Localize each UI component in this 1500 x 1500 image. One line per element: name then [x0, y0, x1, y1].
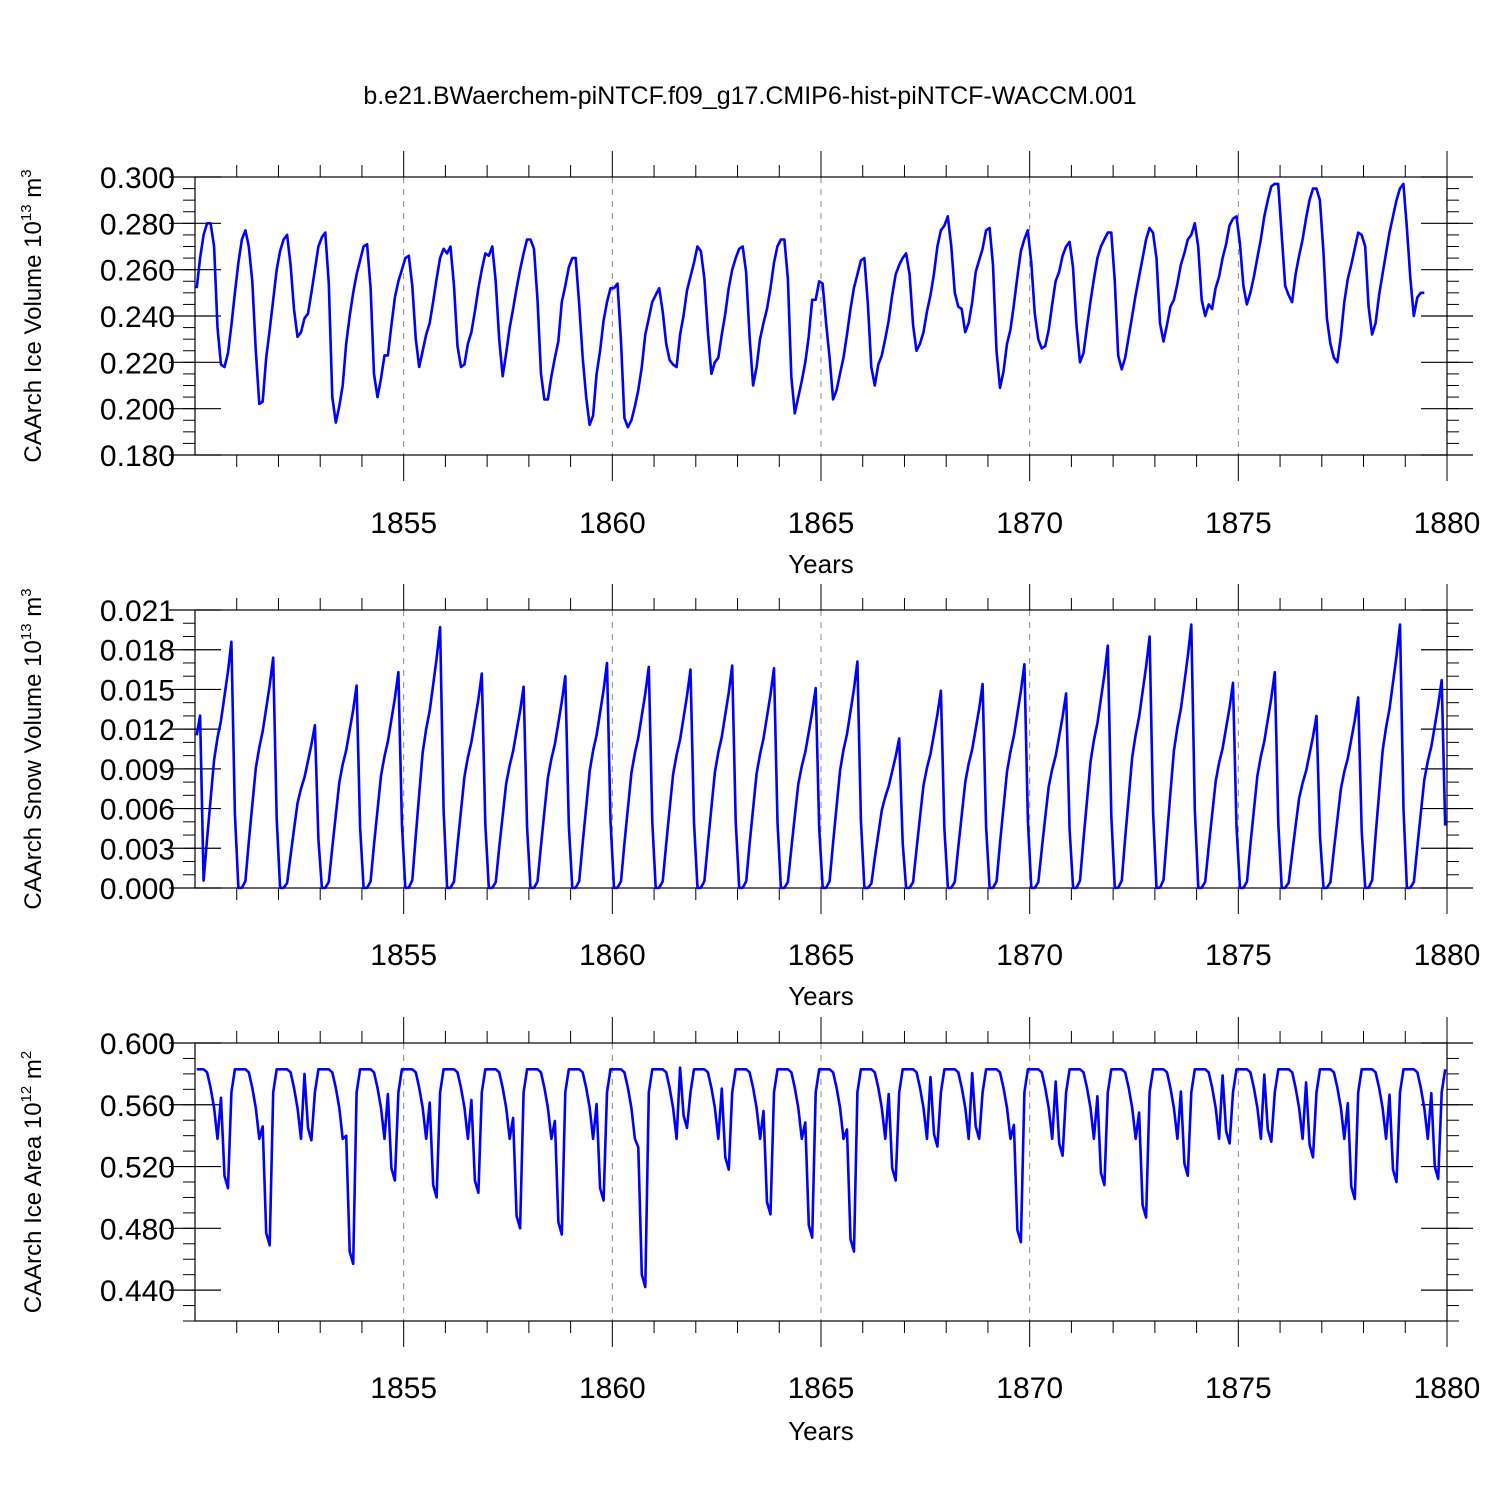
- y-tick-label: 0.280: [100, 208, 175, 241]
- y-tick-label: 0.600: [100, 1028, 175, 1061]
- series-line-caarch-snow-volume: [195, 623, 1447, 890]
- x-tick-label: 1860: [579, 507, 646, 540]
- x-axis-title: Years: [788, 1416, 854, 1446]
- x-tick-label: 1875: [1205, 1372, 1272, 1405]
- y-tick-label: 0.018: [100, 635, 175, 668]
- x-tick-label: 1870: [996, 507, 1063, 540]
- series-line-caarch-ice-volume: [195, 182, 1425, 429]
- x-tick-label: 1865: [788, 939, 855, 972]
- panel-3: 1855 1860 1865 1870 1875 1880 Years 0.440 0.480 0…: [18, 1017, 1480, 1446]
- y-tick-label: 0.560: [100, 1090, 175, 1123]
- y-tick-label: 0.015: [100, 674, 175, 707]
- chart-title: b.e21.BWaerchem-piNTCF.f09_g17.CMIP6-his…: [363, 82, 1136, 110]
- y-tick-label: 0.012: [100, 714, 175, 747]
- y-axis-title: CAArch Snow Volume 1013 m3: [18, 588, 47, 909]
- y-tick-label: 0.021: [100, 595, 175, 628]
- y-tick-label: 0.300: [100, 162, 175, 195]
- y-axis-title: CAArch Ice Area 1012 m2: [18, 1051, 47, 1313]
- y-tick-label: 0.440: [100, 1275, 175, 1308]
- x-axis-title: Years: [788, 981, 854, 1011]
- x-tick-label: 1880: [1414, 507, 1481, 540]
- x-tick-label: 1875: [1205, 939, 1272, 972]
- series-line-caarch-ice-area: [196, 1066, 1447, 1289]
- y-tick-label: 0.480: [100, 1213, 175, 1246]
- y-tick-label: 0.000: [100, 873, 175, 906]
- x-tick-label: 1880: [1414, 939, 1481, 972]
- x-tick-label: 1855: [370, 1372, 437, 1405]
- panel-1: 1855 1860 1865 1870 1875 1880 Years 0.180 0.200 0…: [18, 151, 1480, 579]
- x-tick-label: 1870: [996, 939, 1063, 972]
- y-tick-label: 0.520: [100, 1152, 175, 1185]
- x-tick-label: 1855: [370, 939, 437, 972]
- x-tick-label: 1875: [1205, 507, 1272, 540]
- y-axis-title: CAArch Ice Volume 1013 m3: [18, 169, 47, 462]
- x-tick-label: 1855: [370, 507, 437, 540]
- y-tick-label: 0.180: [100, 440, 175, 473]
- y-tick-label: 0.009: [100, 754, 175, 787]
- x-axis-title: Years: [788, 549, 854, 579]
- x-tick-label: 1870: [996, 1372, 1063, 1405]
- y-tick-label: 0.003: [100, 833, 175, 866]
- x-tick-label: 1865: [788, 507, 855, 540]
- x-tick-label: 1880: [1414, 1372, 1481, 1405]
- y-tick-label: 0.220: [100, 347, 175, 380]
- y-tick-label: 0.200: [100, 394, 175, 427]
- y-tick-label: 0.240: [100, 301, 175, 334]
- x-tick-label: 1860: [579, 1372, 646, 1405]
- x-tick-label: 1860: [579, 939, 646, 972]
- y-tick-label: 0.006: [100, 794, 175, 827]
- y-tick-label: 0.260: [100, 255, 175, 288]
- panel-2: 1855 1860 1865 1870 1875 1880 Years 0.000 0.003 0…: [18, 584, 1480, 1011]
- x-tick-label: 1865: [788, 1372, 855, 1405]
